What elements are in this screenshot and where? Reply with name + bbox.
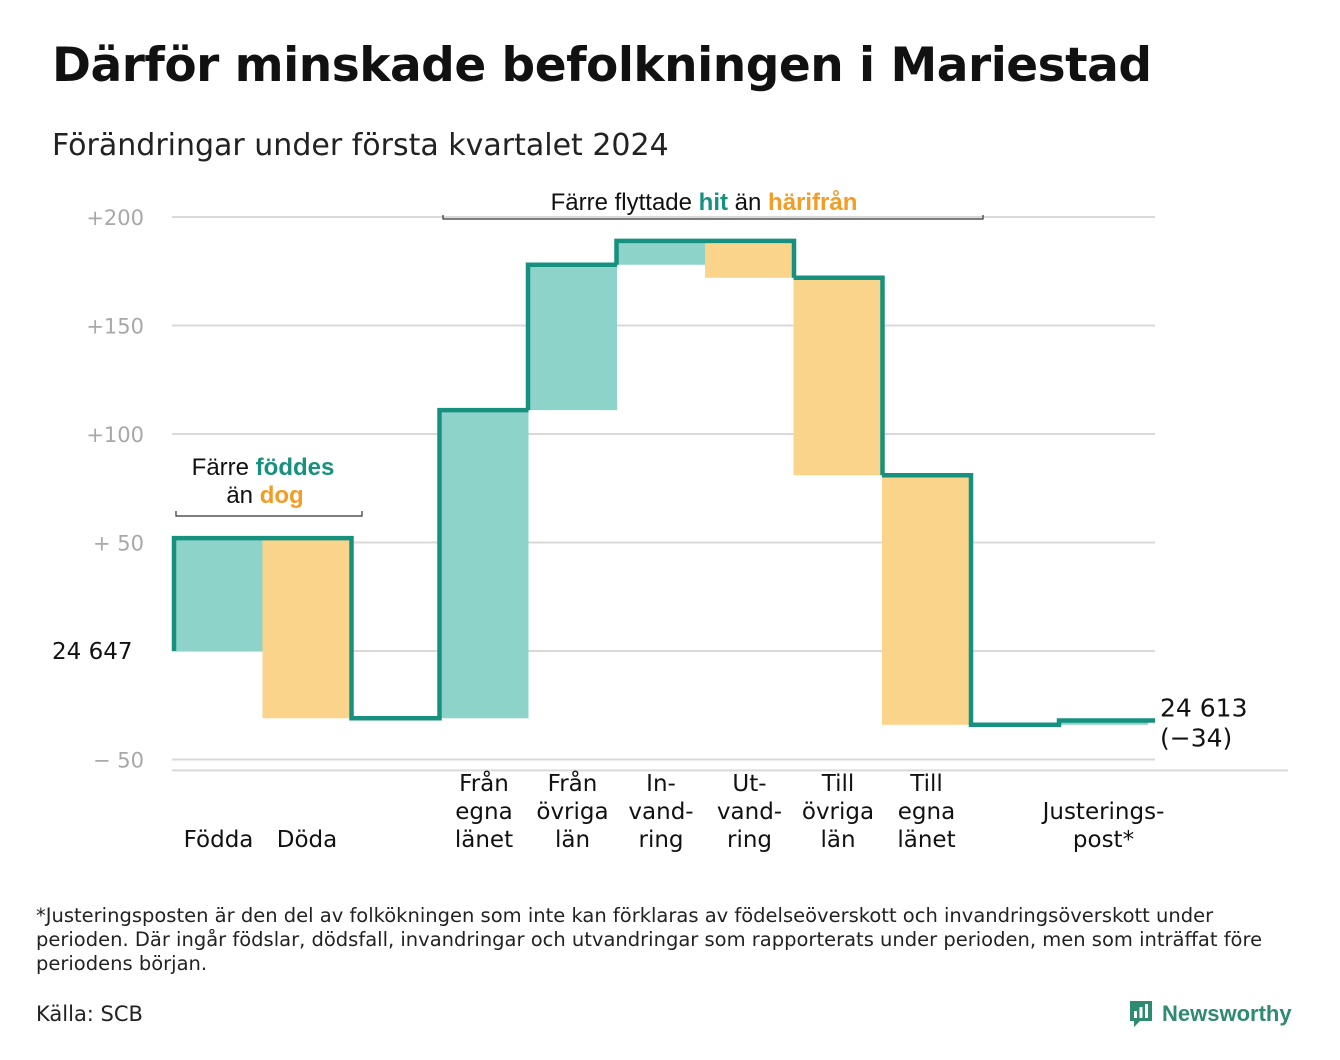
x-tick-label: Till xyxy=(909,771,943,797)
waterfall-chart: +200 +150 +100 + 50 − 50 24 647 24 613(−34) Fö… xyxy=(52,189,1288,853)
births-bracket xyxy=(175,511,363,517)
y-tick-label: +150 xyxy=(86,315,144,339)
x-tick-label: Ut- xyxy=(732,771,766,797)
x-tick-label: län xyxy=(820,827,855,853)
brand-logo: Newsworthy xyxy=(1128,998,1292,1030)
y-tick-label: − 50 xyxy=(93,749,144,773)
brand-name: Newsworthy xyxy=(1162,1001,1292,1026)
start-value-label: 24 647 xyxy=(52,639,132,665)
y-tick-label: +200 xyxy=(86,206,144,230)
x-tick-label: Från xyxy=(548,769,598,797)
x-tick-label: egna xyxy=(898,799,955,825)
page-subtitle: Förändringar under första kvartalet 2024 xyxy=(52,128,669,163)
source-label: Källa: SCB xyxy=(36,1002,143,1026)
bar-födda xyxy=(174,538,263,651)
bar-till-egna-länet xyxy=(882,475,971,725)
x-tick-label: Döda xyxy=(277,827,337,853)
migration-bracket xyxy=(442,215,984,220)
x-tick-label: Justerings- xyxy=(1041,799,1165,825)
migration-annotation: Färre flyttade hit än härifrån xyxy=(551,189,858,216)
x-tick-label: Födda xyxy=(184,827,254,853)
bars xyxy=(174,240,1148,725)
x-tick-label: egna xyxy=(455,799,512,825)
x-tick-label: länet xyxy=(455,827,513,853)
x-tick-label: vand- xyxy=(717,799,782,825)
x-tick-label: övriga xyxy=(802,799,874,825)
x-tick-label: post* xyxy=(1073,827,1134,853)
bar-från-egna-länet xyxy=(439,410,529,719)
bar-invandring xyxy=(616,240,706,265)
bar-från-övriga-län xyxy=(528,264,617,411)
x-tick-label: ring xyxy=(638,827,683,853)
bar-döda xyxy=(262,538,352,719)
births-annotation-line1: Färre föddes xyxy=(192,454,335,481)
page-title: Därför minskade befolkningen i Mariestad xyxy=(52,38,1152,93)
bar-till-övriga-län xyxy=(793,277,883,476)
end-value-label: (−34) xyxy=(1160,723,1232,752)
y-tick-label: +100 xyxy=(86,423,144,447)
footnote: *Justeringsposten är den del av folkökni… xyxy=(36,904,1263,975)
cumulative-step-line xyxy=(171,238,1155,728)
y-tick-label: + 50 xyxy=(93,532,144,556)
x-tick-label: övriga xyxy=(536,799,608,825)
x-tick-label: länet xyxy=(897,827,955,853)
x-axis-labels: Födda DödaFrånegnalänetFrånövrigalänIn-va… xyxy=(184,769,1165,853)
x-tick-label: ring xyxy=(727,827,772,853)
end-value-label: 24 613 xyxy=(1160,693,1247,722)
x-tick-label: vand- xyxy=(628,799,693,825)
births-annotation-line2: än dog xyxy=(226,482,303,509)
x-tick-label: Från xyxy=(459,769,509,797)
bar-utvandring xyxy=(705,240,794,278)
x-tick-label: län xyxy=(555,827,590,853)
step-line xyxy=(171,238,1155,728)
x-tick-label: Till xyxy=(821,771,855,797)
x-tick-label: In- xyxy=(646,771,676,797)
y-axis-ticks: +200 +150 +100 + 50 − 50 24 647 24 613(−34) xyxy=(52,206,1247,773)
newsworthy-logo-icon xyxy=(1130,1001,1152,1027)
